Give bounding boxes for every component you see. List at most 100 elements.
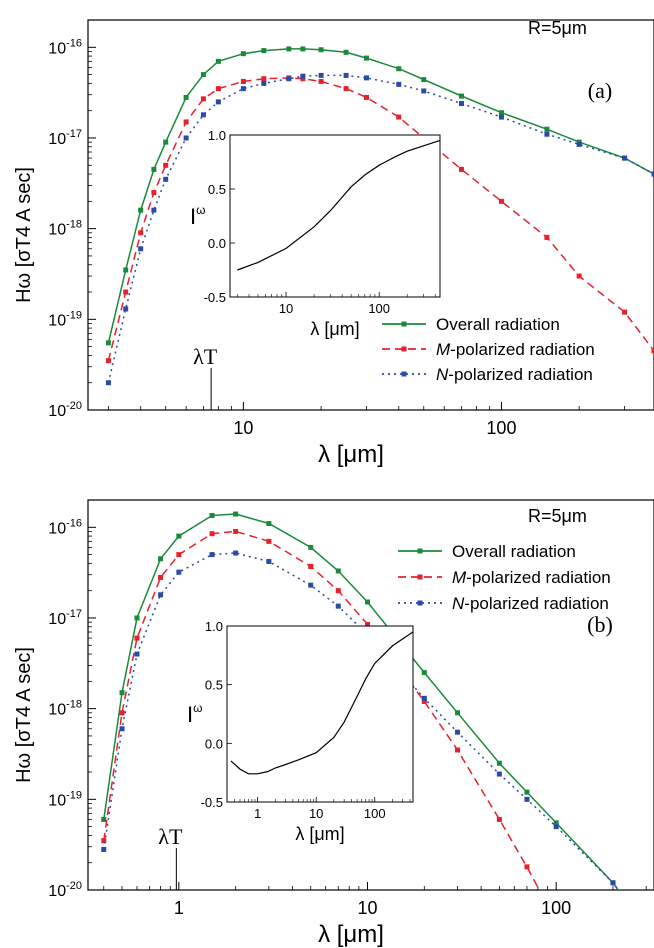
data-point [151,190,157,196]
data-point [134,615,140,621]
data-point [101,816,107,822]
data-point [364,94,370,100]
legend-label: M-polarized radiation [436,340,595,359]
data-point [498,198,504,204]
data-point [215,86,221,92]
legend-label: Overall radiation [452,542,576,561]
x-tick-label: 10 [233,418,253,438]
data-point [163,139,169,145]
data-point [610,880,616,886]
x-axis-label: λ [μm] [318,441,384,468]
data-point [498,114,504,120]
data-point [158,556,164,562]
inset-x-tick-label: 100 [368,301,390,316]
data-point [365,599,371,605]
inset-y-tick-label: 0.5 [205,678,223,693]
chart-panel-a: 10-16 10-17 10-18 10-19 10-20 10 100 λ [μm] Hω [… [13,18,654,468]
inset-x-tick-label: 10 [309,806,323,821]
data-point [524,864,530,870]
data-point [576,273,582,279]
data-point [455,747,461,753]
data-point [421,698,427,704]
data-point [364,55,370,61]
data-point [101,838,107,844]
inset-x-tick-label: 10 [279,301,293,316]
y-tick-label: 10-16 [48,37,82,57]
inset-y-axis-label: Iω [190,203,206,229]
data-point [176,533,182,539]
y-tick-label: 10-16 [48,517,82,537]
x-tick-label: 1 [174,898,184,918]
y-tick-label: 10-18 [48,699,82,719]
data-point [318,72,324,78]
panel-label: (b) [587,612,613,637]
y-tick-label: 10-17 [48,128,82,148]
data-point [576,141,582,147]
data-point [421,88,427,94]
data-point [105,380,111,386]
inset-y-axis-label: Iω [187,701,203,727]
y-tick-label: 10-20 [48,880,82,900]
data-point [215,58,221,64]
data-point [119,690,125,696]
data-point [421,695,427,701]
y-tick-label: 10-17 [48,608,82,628]
data-point [524,796,530,802]
inset-y-tick-label: -0.5 [201,795,223,810]
data-point [134,635,140,641]
legend-marker [417,574,423,580]
legend-entry: N-polarized radiation [382,365,593,384]
radius-label: R=5μm [528,18,587,38]
inset-curve [230,631,414,775]
y-axis-label: Hω [σT4 A sec] [13,647,35,783]
data-point [200,112,206,118]
legend-marker [401,346,407,352]
data-point [335,568,341,574]
legend-entry: Overall radiation [382,315,560,334]
legend-label: N-polarized radiation [452,594,609,613]
data-point [300,46,306,52]
inset-y-tick-label: 0.0 [205,736,223,751]
data-point [138,246,144,252]
chart-panel-b: 10-16 10-17 10-18 10-19 10-20 1 10 100 λ [μm] Hω … [13,499,654,948]
data-point [524,789,530,795]
inset-frame [226,625,414,803]
data-point [396,66,402,72]
data-point [458,93,464,99]
series-dotted [101,550,620,890]
lambda-t-marker-label: λT [193,344,218,369]
legend-marker [401,371,407,377]
data-point [496,816,502,822]
data-point [455,729,461,735]
data-point [138,207,144,213]
panel-label: (a) [588,78,612,103]
data-point [158,592,164,598]
data-point [158,574,164,580]
data-point [622,309,628,315]
legend-entry: M-polarized radiation [398,568,611,587]
inset-y-tick-label: -0.5 [204,290,226,305]
series-dashed [101,528,541,890]
legend-label: M-polarized radiation [452,568,611,587]
inset-chart: 1.0 0.5 0.0 -0.5 1 10 100 λ [μm] Iω [187,619,414,844]
data-point [233,550,239,556]
data-point [233,528,239,534]
data-point [335,603,341,609]
series-dashed [105,75,654,364]
data-point [163,176,169,182]
x-axis-label: λ [μm] [318,921,384,948]
data-point [553,824,559,830]
data-point [209,531,215,537]
data-point [458,100,464,106]
data-point [266,521,272,527]
data-point [200,96,206,102]
data-point [651,348,654,354]
legend-marker [417,548,423,554]
plot-frame [87,499,654,891]
inset-y-tick-label: 1.0 [208,128,226,143]
inset-y-tick-label: 0.0 [208,236,226,251]
data-point [209,512,215,518]
data-point [496,771,502,777]
legend-label: N-polarized radiation [436,365,593,384]
